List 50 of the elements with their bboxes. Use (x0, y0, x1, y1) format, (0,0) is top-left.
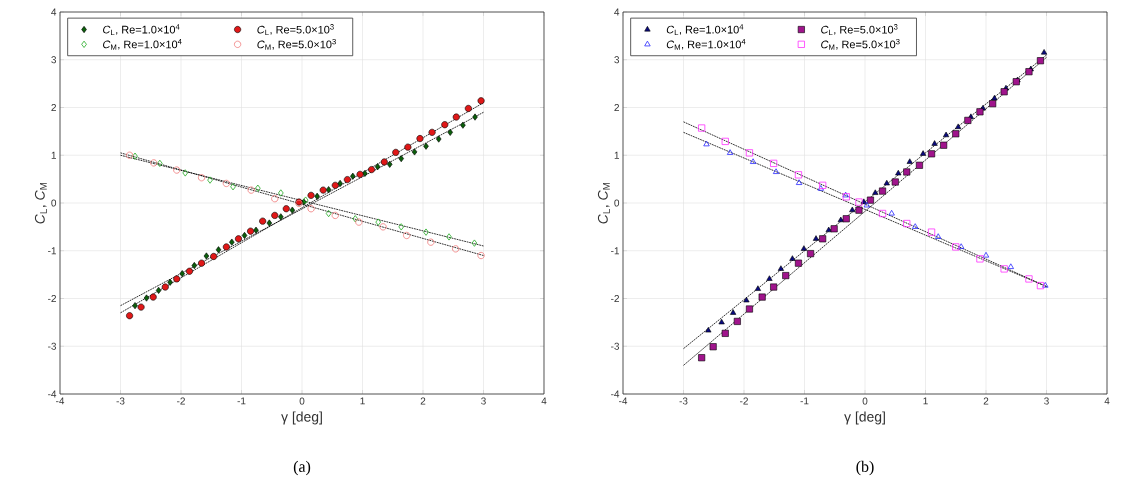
y-tick-label: 2 (51, 104, 56, 111)
x-tick-label: -2 (740, 397, 748, 405)
y-tick-label: -3 (611, 342, 620, 350)
legend-label: C$_{M}$, Re=5.0×10$^{3}$ (257, 38, 336, 50)
legend-label: C$_{M}$, Re=5.0×10$^{3}$ (821, 38, 900, 50)
y-tick-label: -1 (48, 247, 56, 255)
y-tick-label: -4 (48, 390, 57, 398)
text: (a) (293, 460, 311, 476)
x-tick-label: -4 (619, 397, 628, 405)
legend-label: C$_{L}$, Re=5.0×10$^{3}$ (257, 24, 334, 36)
x-tick-label: 4 (1104, 397, 1110, 405)
legend-label: C$_{M}$, Re=1.0×10$^{4}$ (103, 38, 182, 50)
y-tick-label: -2 (48, 295, 56, 302)
y-tick-label: -4 (611, 390, 620, 398)
y-tick-label: 3 (614, 56, 620, 64)
y-tick-label: 1 (51, 151, 56, 159)
y-tick-label: -2 (611, 295, 619, 302)
y-tick-label: 4 (614, 8, 620, 16)
text: (b) (856, 460, 874, 476)
x-tick-label: 0 (862, 397, 868, 405)
x-tick-label: 1 (923, 397, 928, 405)
legend-label: C$_{L}$, Re=1.0×10$^{4}$ (666, 24, 744, 36)
y-tick-label: -1 (611, 247, 620, 255)
y-tick-label: 2 (614, 104, 619, 111)
legend-label: C$_{L}$, Re=5.0×10$^{3}$ (821, 24, 898, 36)
x-tick-label: 1 (360, 397, 365, 405)
y-axis-title: C$_{L}$, C$_{M}$ (34, 183, 47, 224)
x-tick-label: 0 (299, 397, 305, 405)
y-tick-label: 3 (51, 56, 57, 64)
y-tick-label: 0 (51, 199, 57, 207)
x-tick-label: 2 (983, 397, 989, 405)
x-tick-label: 3 (481, 397, 486, 405)
legend-label: C$_{M}$, Re=1.0×10$^{4}$ (666, 38, 746, 50)
x-tick-label: -1 (237, 397, 246, 405)
x-tick-label: 4 (541, 397, 547, 405)
x-tick-label: -3 (116, 397, 125, 405)
x-tick-label: -1 (800, 397, 809, 405)
y-tick-label: 0 (614, 199, 620, 207)
x-axis-title: γ [deg] (844, 411, 885, 425)
x-tick-label: -2 (177, 397, 185, 405)
x-tick-label: 2 (420, 397, 426, 405)
y-tick-label: 4 (51, 8, 57, 16)
x-tick-label: 3 (1044, 397, 1049, 405)
legend-label: C$_{L}$, Re=1.0×10$^{4}$ (103, 24, 180, 36)
y-axis-title: C$_{L}$, C$_{M}$ (597, 183, 610, 224)
y-tick-label: 1 (614, 151, 620, 159)
x-tick-label: -4 (56, 397, 65, 405)
y-tick-label: -3 (48, 342, 57, 350)
x-tick-label: -3 (679, 397, 688, 405)
x-axis-title: γ [deg] (281, 411, 322, 425)
